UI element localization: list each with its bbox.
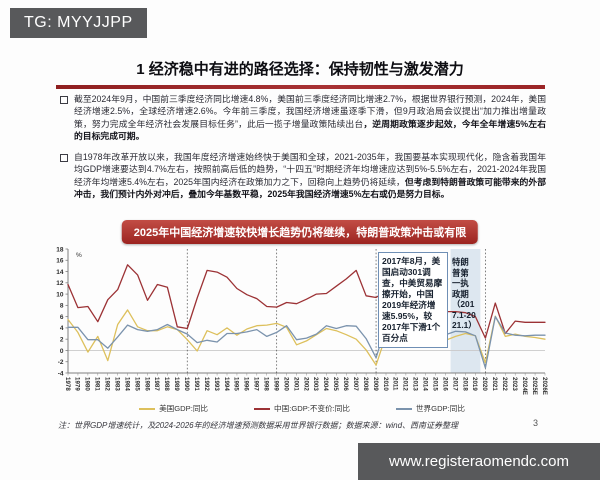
telegram-badge: TG: MYYJJPP [10,8,147,38]
svg-text:1984: 1984 [123,377,130,391]
svg-text:%: % [76,252,82,259]
legend-label: 世界GDP:同比 [415,404,465,413]
svg-text:2015: 2015 [431,377,438,391]
svg-text:1996: 1996 [243,377,250,391]
svg-text:1989: 1989 [173,377,180,391]
svg-text:2008: 2008 [362,377,369,391]
svg-text:2: 2 [60,336,64,343]
svg-text:10: 10 [56,291,64,298]
svg-text:2016: 2016 [441,377,448,391]
legend-line-swatch [139,407,156,410]
svg-text:2010: 2010 [382,377,389,391]
svg-text:1991: 1991 [193,377,200,391]
svg-text:1993: 1993 [213,377,220,391]
page-number: 3 [533,418,539,428]
svg-text:2018: 2018 [461,377,468,391]
svg-text:2000: 2000 [282,377,289,391]
svg-text:2019: 2019 [471,377,478,391]
svg-text:18: 18 [56,246,64,253]
svg-text:-4: -4 [58,370,64,377]
svg-text:1995: 1995 [233,377,240,391]
legend-item: 世界GDP:同比 [395,403,465,414]
svg-text:0: 0 [60,348,64,355]
svg-text:2002: 2002 [302,377,309,391]
svg-text:2012: 2012 [402,377,409,391]
svg-text:1997: 1997 [253,377,260,391]
legend-line-swatch [395,407,412,410]
chart-legend: 美国GDP:同比 中国:GDP:不变价:同比 世界GDP:同比 [47,403,557,414]
svg-text:2007: 2007 [352,377,359,391]
svg-text:1992: 1992 [203,377,210,391]
svg-text:2011: 2011 [392,377,399,391]
title-underline [56,85,545,89]
svg-text:1979: 1979 [74,377,81,391]
svg-text:2025E: 2025E [531,377,538,395]
svg-text:2017: 2017 [451,377,458,391]
watermark-bar: www.registeraomendc.com [358,443,600,480]
legend-item: 美国GDP:同比 [139,403,208,414]
svg-text:2021: 2021 [491,377,498,391]
trump-term-band-label: 特朗普第一执政期（2017.1-2021.1） [452,257,477,330]
svg-text:1998: 1998 [263,377,270,391]
svg-text:1986: 1986 [143,377,150,391]
bullet-square-icon [60,153,68,162]
svg-text:2024E: 2024E [521,377,528,395]
svg-text:6: 6 [60,314,64,321]
telegram-badge-text: TG: MYYJJPP [24,14,133,31]
page-title: 1 经济稳中有进的路径选择：保持韧性与激发潜力 [136,61,464,78]
svg-text:2023: 2023 [511,377,518,391]
bullet-1-text: 截至2024年9月，中国前三季度经济同比增速4.8%，美国前三季度经济同比增速2… [74,94,546,142]
gdp-growth-chart: 18 16 14 12 10 8 6 4 2 0 -2 -4% 1978 1979 1980 1981 1982… [47,245,557,423]
bullet-square-icon [60,95,68,104]
svg-text:1990: 1990 [183,377,190,391]
svg-text:2003: 2003 [312,377,319,391]
svg-text:1982: 1982 [104,377,111,391]
svg-text:14: 14 [56,269,64,276]
svg-text:12: 12 [56,280,64,287]
trade-war-annotation: 2017年8月，美国启动301调查，中美贸易摩擦开始，中国2019年经济增速5.… [378,252,448,348]
svg-text:2006: 2006 [342,377,349,391]
bullet-paragraph-2: 自1978年改革开放以来，我国年度经济增速始终快于美国和全球，2021-2035… [60,151,546,201]
svg-text:1987: 1987 [153,377,160,391]
legend-label: 中国:GDP:不变价:同比 [274,404,350,413]
svg-text:2014: 2014 [422,377,429,391]
svg-text:2005: 2005 [332,377,339,391]
svg-text:1985: 1985 [133,377,140,391]
svg-text:-2: -2 [58,359,64,366]
highlight-banner: 2025年中国经济增速较快增长趋势仍将继续，特朗普政策冲击或有限 [121,220,479,244]
svg-text:1981: 1981 [94,377,101,391]
svg-text:1994: 1994 [223,377,230,391]
source-footnote: 注：世界GDP增速统计，及2024-2026年的经济增速预测数据采用世界银行数据… [58,421,459,430]
bullet-2-text: 自1978年改革开放以来，我国年度经济增速始终快于美国和全球，2021-2035… [74,152,546,200]
svg-text:2022: 2022 [501,377,508,391]
svg-text:2013: 2013 [412,377,419,391]
svg-text:1978: 1978 [64,377,71,391]
svg-text:1999: 1999 [272,377,279,391]
svg-text:8: 8 [60,303,64,310]
legend-line-swatch [254,407,271,410]
svg-text:2020: 2020 [481,377,488,391]
svg-text:4: 4 [60,325,64,332]
legend-item: 中国:GDP:不变价:同比 [254,403,350,414]
svg-text:1988: 1988 [163,377,170,391]
legend-label: 美国GDP:同比 [159,404,209,413]
economy-line-chart-canvas: 18 16 14 12 10 8 6 4 2 0 -2 -4% 1978 1979 1980 1981 1982… [56,246,548,395]
svg-text:2026E: 2026E [541,377,548,395]
svg-text:2001: 2001 [292,377,299,391]
svg-text:1980: 1980 [84,377,91,391]
svg-text:2009: 2009 [372,377,379,391]
svg-text:1983: 1983 [113,377,120,391]
bullet-paragraph-1: 截至2024年9月，中国前三季度经济同比增速4.8%，美国前三季度经济同比增速2… [60,93,546,143]
watermark-url: www.registeraomendc.com [388,453,570,470]
svg-text:2004: 2004 [322,377,329,391]
svg-text:16: 16 [56,258,64,265]
